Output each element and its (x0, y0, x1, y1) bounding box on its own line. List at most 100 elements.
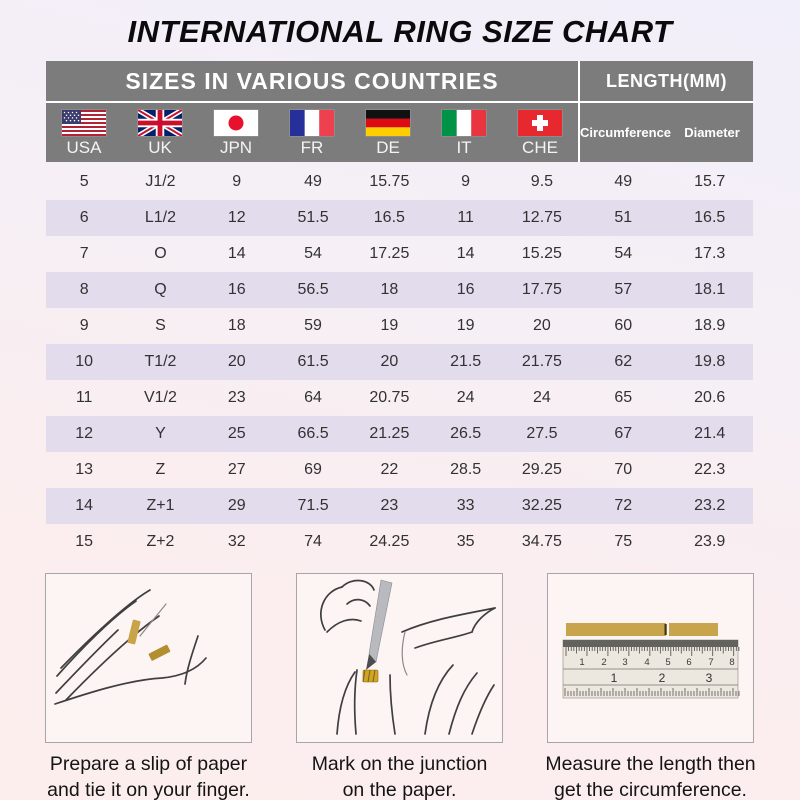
table-cell: 59 (304, 317, 322, 334)
instruction-caption-3: Measure the length then get the circumfe… (545, 753, 756, 801)
country-flags: USA UK (46, 103, 580, 162)
instruction-step-1: Prepare a slip of paper and tie it on yo… (45, 573, 252, 803)
table-row: 8 Q 16 56.5 18 16 17.75 57 18.1 (46, 272, 753, 308)
table-cell: 20 (533, 317, 551, 334)
table-cell: 35 (456, 533, 475, 550)
size-table: SIZES IN VARIOUS COUNTRIES LENGTH(MM) (46, 61, 753, 560)
table-cell: 19 (380, 317, 399, 334)
uk-flag-icon (138, 110, 182, 136)
country-column-de: DE (350, 103, 426, 162)
table-cell: 27.5 (526, 425, 558, 442)
table-row: 15 Z+2 32 74 24.25 35 34.75 75 23.9 (46, 524, 753, 560)
table-header: SIZES IN VARIOUS COUNTRIES LENGTH(MM) (46, 61, 753, 101)
ruler-cm-1: 1 (579, 657, 584, 668)
table-cell: 11 (457, 209, 474, 226)
country-column-uk: UK (122, 103, 198, 162)
table-cell: V1/2 (143, 389, 177, 406)
table-cell: 69 (304, 461, 322, 478)
table-cell: 16 (227, 281, 246, 298)
table-cell: 16 (456, 281, 475, 298)
table-cell: 22 (380, 461, 399, 478)
table-cell: Z+1 (146, 497, 175, 514)
table-cell: 27 (227, 461, 246, 478)
table-cell: 19.8 (694, 353, 726, 370)
table-cell: 16.5 (373, 209, 405, 226)
table-cell: 29.25 (521, 461, 562, 478)
japan-flag-icon (214, 110, 258, 136)
table-row: 13 Z 27 69 22 28.5 29.25 70 22.3 (46, 452, 753, 488)
table-row: 11 V1/2 23 64 20.75 24 24 65 20.6 (46, 380, 753, 416)
table-cell: Y (155, 425, 166, 442)
table-cell: 65 (614, 389, 633, 406)
table-cell: 24.25 (369, 533, 410, 550)
table-cell: 23.2 (694, 497, 726, 514)
germany-flag-icon (366, 110, 410, 136)
instruction-step-2: Mark on the junction on the paper. (296, 573, 503, 803)
table-cell: 18.1 (694, 281, 726, 298)
diameter-column-header: Diameter (684, 125, 740, 140)
country-column-usa: USA (46, 103, 122, 162)
table-cell: T1/2 (144, 353, 177, 370)
table-cell: 13 (75, 461, 94, 478)
table-cell: 29 (227, 497, 246, 514)
table-cell: 15.7 (694, 173, 726, 190)
table-cell: 61.5 (297, 353, 329, 370)
ruler-cm-3: 3 (622, 657, 627, 668)
table-cell: 23 (380, 497, 399, 514)
table-cell: 54 (304, 245, 322, 262)
table-cell: 18 (227, 317, 246, 334)
country-column-it: IT (426, 103, 502, 162)
table-cell: 24 (533, 389, 551, 406)
table-cell: 23 (227, 389, 246, 406)
table-row: 12 Y 25 66.5 21.25 26.5 27.5 67 21.4 (46, 416, 753, 452)
table-row: 9 S 18 59 19 19 20 60 18.9 (46, 308, 753, 344)
table-row: 10 T1/2 20 61.5 20 21.5 21.75 62 19.8 (46, 344, 753, 380)
table-cell: 67 (614, 425, 633, 442)
table-cell: 15.75 (369, 173, 410, 190)
table-cell: 57 (614, 281, 633, 298)
table-cell: 7 (79, 245, 89, 262)
country-label-usa: USA (66, 138, 102, 157)
table-cell: 6 (79, 209, 89, 226)
table-cell: 21.25 (369, 425, 410, 442)
table-cell: 14 (456, 245, 475, 262)
table-cell: 12.75 (521, 209, 562, 226)
table-cell: 17.75 (521, 281, 562, 298)
table-row: 6 L1/2 12 51.5 16.5 11 12.75 51 16.5 (46, 200, 753, 236)
table-cell: 72 (614, 497, 633, 514)
table-cell: 17.3 (694, 245, 726, 262)
table-cell: 26.5 (450, 425, 482, 442)
ruler-cm-8: 8 (729, 657, 734, 668)
table-cell: 5 (79, 173, 89, 190)
table-cell: Z+2 (146, 533, 175, 550)
table-cell: 60 (614, 317, 633, 334)
table-cell: 21.4 (694, 425, 726, 442)
table-cell: 24 (456, 389, 475, 406)
table-cell: Q (154, 281, 167, 298)
hand-with-paper-slip-illustration (45, 573, 252, 743)
table-cell: 21.5 (450, 353, 482, 370)
table-cell: 32.25 (521, 497, 562, 514)
table-cell: 49 (304, 173, 322, 190)
table-cell: 14 (75, 497, 94, 514)
table-cell: 75 (614, 533, 633, 550)
table-cell: L1/2 (144, 209, 177, 226)
measuring-instructions: Prepare a slip of paper and tie it on yo… (45, 573, 800, 803)
table-cell: 71.5 (297, 497, 329, 514)
country-label-uk: UK (148, 138, 172, 157)
table-cell: 18 (380, 281, 399, 298)
table-cell: 51 (614, 209, 633, 226)
table-cell: 9 (461, 173, 471, 190)
switzerland-flag-icon (518, 110, 562, 136)
table-cell: 56.5 (297, 281, 329, 298)
table-cell: 19 (456, 317, 475, 334)
header-length-mm: LENGTH(MM) (580, 61, 753, 101)
table-cell: 20.75 (369, 389, 410, 406)
table-cell: 23.9 (694, 533, 726, 550)
table-cell: 21.75 (521, 353, 562, 370)
table-cell: 25 (227, 425, 246, 442)
ruler-cm-4: 4 (644, 657, 649, 668)
ruler-cm-5: 5 (665, 657, 670, 668)
ruler-inch-3: 3 (706, 671, 713, 685)
country-label-de: DE (376, 138, 400, 157)
